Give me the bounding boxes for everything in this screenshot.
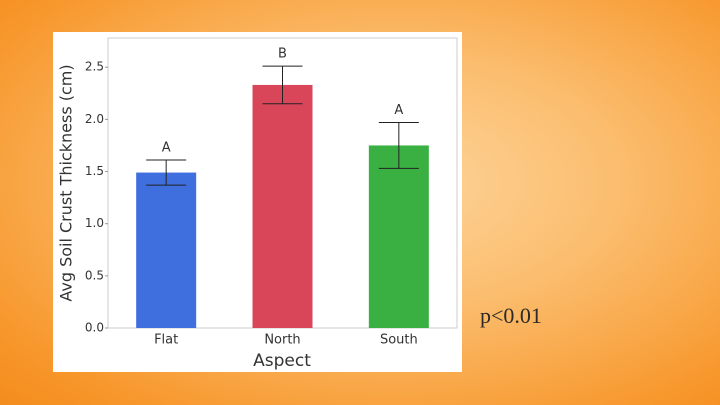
y-tick-label: 2.0: [85, 112, 104, 126]
y-tick-label: 0.0: [85, 321, 104, 335]
group-letter: B: [278, 47, 287, 62]
x-tick-label: North: [264, 333, 300, 348]
p-value: p<0.01: [480, 303, 542, 328]
y-tick-label: 1.0: [85, 216, 104, 230]
x-tick-label: South: [380, 333, 418, 348]
group-letter: A: [394, 103, 403, 118]
y-tick-label: 1.5: [85, 164, 104, 178]
y-tick-label: 0.5: [85, 268, 104, 282]
bar: [252, 84, 313, 328]
y-axis-title: Avg Soil Crust Thickness (cm): [57, 64, 76, 301]
x-axis-title: Aspect: [253, 351, 311, 371]
y-tick-label: 2.5: [85, 60, 104, 74]
bar: [368, 145, 429, 328]
bar: [136, 172, 197, 328]
x-tick-label: Flat: [154, 333, 178, 348]
group-letter: A: [162, 141, 171, 156]
